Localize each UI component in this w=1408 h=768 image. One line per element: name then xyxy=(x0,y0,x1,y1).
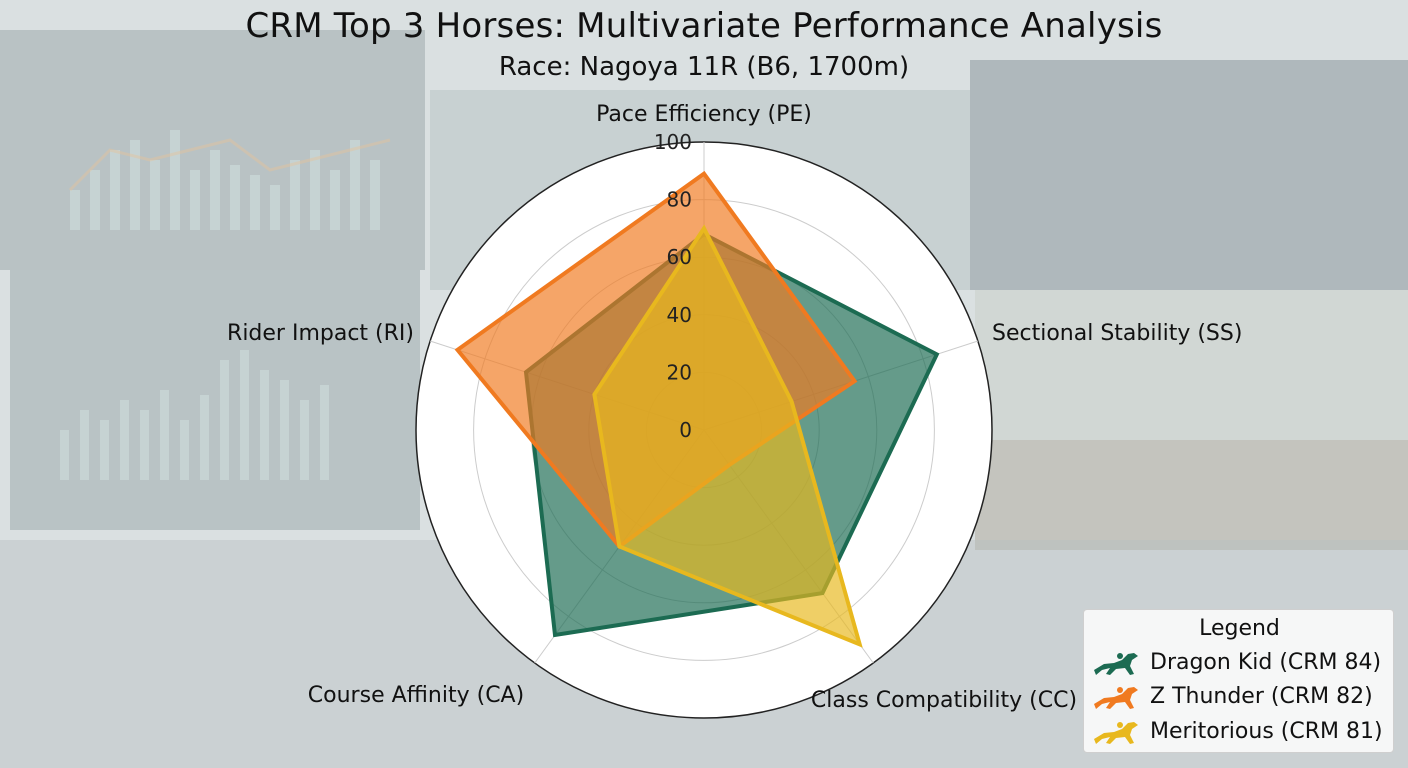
axis-label: Pace Efficiency (PE) xyxy=(596,102,812,127)
legend-label: Dragon Kid (CRM 84) xyxy=(1150,650,1382,675)
r-tick-label: 0 xyxy=(679,418,692,442)
legend-title: Legend xyxy=(1199,616,1280,641)
r-tick-label: 40 xyxy=(667,303,692,327)
legend-item-meritorious: Meritorious (CRM 81) xyxy=(1090,715,1390,749)
chart-subtitle: Race: Nagoya 11R (B6, 1700m) xyxy=(498,52,910,82)
axis-label: Sectional Stability (SS) xyxy=(992,321,1242,346)
r-tick-label: 60 xyxy=(667,245,692,269)
r-tick-label: 20 xyxy=(667,360,692,384)
legend-label: Z Thunder (CRM 82) xyxy=(1150,684,1373,709)
racehorse-icon xyxy=(1094,722,1138,744)
legend-label: Meritorious (CRM 81) xyxy=(1150,719,1383,744)
axis-label: Course Affinity (CA) xyxy=(308,683,524,708)
axis-label: Rider Impact (RI) xyxy=(227,321,414,346)
axis-label: Class Compatibility (CC) xyxy=(811,688,1077,713)
legend-item-dragon-kid: Dragon Kid (CRM 84) xyxy=(1090,646,1390,680)
r-tick-label: 80 xyxy=(667,188,692,212)
chart-title: CRM Top 3 Horses: Multivariate Performan… xyxy=(245,6,1163,46)
legend-item-z-thunder: Z Thunder (CRM 82) xyxy=(1090,680,1390,714)
r-tick-label: 100 xyxy=(654,130,692,154)
series-polygon-2 xyxy=(592,224,863,648)
racehorse-icon xyxy=(1094,653,1138,675)
racehorse-icon xyxy=(1094,687,1138,709)
legend: Legend Dragon Kid (CRM 84) Z Thunder (CR… xyxy=(1083,609,1394,753)
